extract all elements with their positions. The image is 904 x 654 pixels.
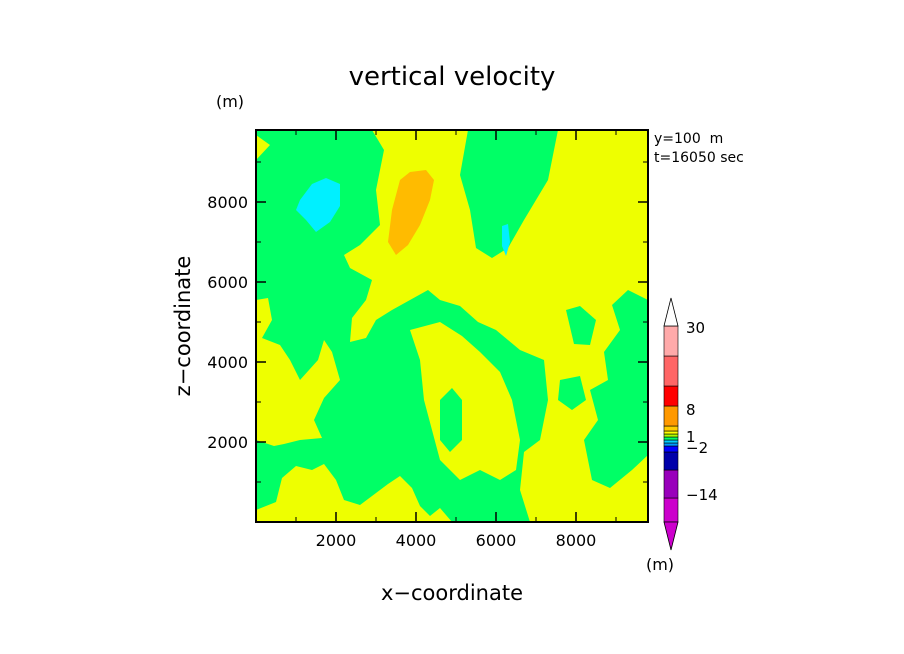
colorbar-segment: [663, 355, 679, 387]
x-axis: 2000 4000 6000 8000: [295, 130, 617, 550]
colorbar-label-8: 8: [686, 401, 696, 419]
colorbar-segment: [663, 430, 679, 435]
info-line-y: y=100 m: [654, 131, 723, 147]
y-axis-label: z−coordinate: [171, 256, 195, 397]
colorbar-label-neg14: −14: [686, 486, 718, 504]
contour-cyan-left: [296, 178, 340, 232]
colorbar: [663, 297, 679, 551]
colorbar-label-neg2: −2: [686, 439, 708, 457]
y-tick-label: 6000: [207, 273, 248, 292]
contour-yellow-upper-center: [344, 130, 648, 522]
contour-yellow-bottom-left: [256, 464, 452, 522]
colorbar-segment: [663, 433, 679, 438]
x-axis-label: x−coordinate: [381, 581, 523, 605]
colorbar-unit-label: (m): [646, 555, 674, 574]
x-tick-label: 4000: [396, 531, 437, 550]
colorbar-segment: [663, 469, 679, 499]
colorbar-segment: [663, 385, 679, 407]
colorbar-segment: [663, 497, 679, 523]
plot-frame: [255, 129, 649, 523]
contour-yellow-left-strip: [256, 135, 270, 160]
colorbar-bottom-triangle: [663, 521, 679, 551]
colorbar-segment: [663, 405, 679, 427]
colorbar-label-1: 1: [686, 428, 696, 446]
y-tick-label: 2000: [207, 433, 248, 452]
colorbar-segment: [663, 451, 679, 471]
colorbar-segment: [663, 439, 679, 444]
contour-field: [256, 130, 648, 522]
contour-yellow-left: [256, 298, 340, 446]
contour-green-island-right2: [558, 376, 586, 410]
contour-yellow-mid-channel: [410, 322, 520, 480]
colorbar-segment: [663, 325, 679, 357]
contour-orange: [388, 170, 434, 255]
colorbar-label-30: 30: [686, 319, 705, 337]
info-line-t: t=16050 sec: [654, 150, 744, 166]
colorbar-top-triangle: [663, 297, 679, 327]
y-tick-label: 4000: [207, 353, 248, 372]
colorbar-segment: [663, 442, 679, 447]
colorbar-segment: [663, 425, 679, 432]
y-tick-label: 8000: [207, 193, 248, 212]
x-tick-label: 2000: [316, 531, 357, 550]
y-unit-label: (m): [216, 92, 244, 111]
colorbar-segment: [663, 436, 679, 441]
y-axis: 2000 4000 6000 8000: [207, 161, 648, 483]
x-tick-label: 8000: [556, 531, 597, 550]
chart-title: vertical velocity: [349, 62, 556, 92]
contour-green-island-right: [566, 306, 596, 345]
x-tick-label: 6000: [476, 531, 517, 550]
colorbar-segment: [663, 445, 679, 453]
contour-green-island-lower: [440, 388, 462, 452]
contour-cyan-small: [502, 224, 510, 256]
